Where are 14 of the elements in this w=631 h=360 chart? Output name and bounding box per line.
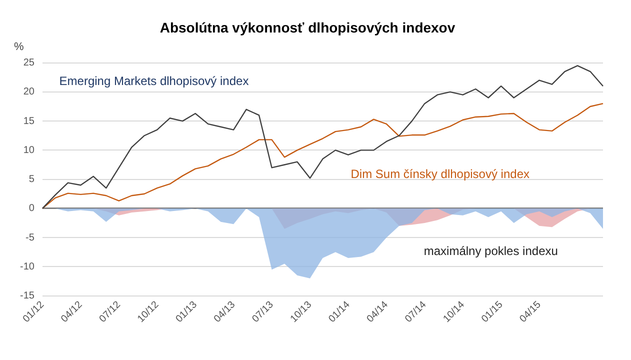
y-tick-label: -15 [20,290,35,302]
y-tick-label: -10 [20,261,35,272]
y-tick-label: 15 [23,116,35,127]
annotation: maximálny pokles indexu [424,244,558,258]
y-tick-label: -5 [26,232,35,244]
y-tick-label: 20 [23,86,35,98]
chart-title: Absolútna výkonnosť dlhopisových indexov [160,19,456,36]
text: Dim Sum čínsky dlhopisový index [350,166,530,181]
y-axis-title: % [14,40,24,53]
y-tick-label: 5 [28,174,35,186]
y-tick-label: 10 [23,144,35,156]
series-label: Emerging Markets dlhopisový index [59,74,249,88]
y-tick-label: 0 [28,203,35,214]
y-tick-label: 25 [23,58,35,69]
